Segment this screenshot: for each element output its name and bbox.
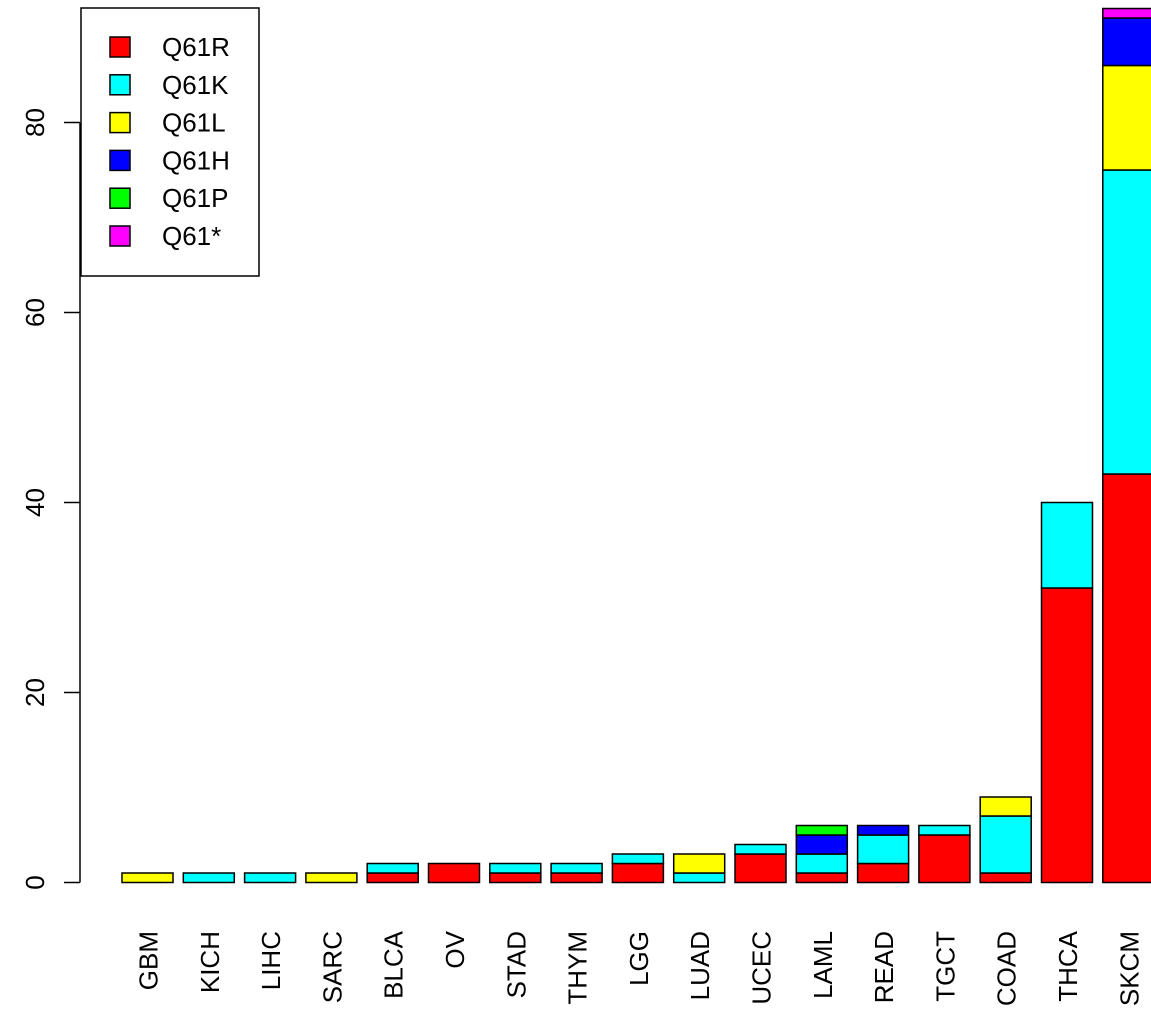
x-category-label: OV (440, 930, 470, 968)
bar-segment-kich-q61k (182, 872, 236, 884)
bar-segment-blca-q61r (366, 872, 419, 884)
x-category-label: LIHC (256, 931, 286, 990)
y-tick-label: 60 (20, 298, 50, 327)
legend-swatch (109, 36, 131, 58)
legend-label: Q61R (162, 32, 230, 62)
bar-segment-thca-q61k (1040, 501, 1094, 589)
legend-swatch (109, 111, 131, 134)
bar-segment-luad-q61l (672, 853, 726, 874)
legend-label: Q61* (162, 221, 221, 251)
x-category-label: TGCT (930, 931, 960, 1002)
y-tick-label: 0 (20, 875, 50, 889)
y-axis: 0 20 40 60 80 (20, 108, 81, 890)
bar-segment-skcm-q61l (1102, 64, 1151, 171)
bar-segment-coad-q61r (979, 872, 1032, 884)
legend-swatch (109, 74, 131, 96)
bar-segment-lihc-q61k (243, 872, 297, 884)
bar-segment-laml-q61r (795, 872, 849, 884)
legend-swatch (109, 149, 131, 172)
x-category-label: THCA (1053, 930, 1083, 1001)
bar-segment-read-q61k (856, 834, 910, 865)
legend-label: Q61H (162, 145, 230, 175)
bar-segment-luad-q61k (672, 872, 726, 884)
bar-segment-skcm-q61star (1102, 7, 1151, 19)
bar-segment-thym-q61r (550, 872, 603, 884)
x-category-label: SARC (317, 931, 347, 1003)
x-category-label: SKCM (1114, 931, 1144, 1006)
bar-segment-lgg-q61r (611, 862, 665, 884)
y-tick-label: 80 (20, 108, 50, 137)
bar-segment-ucec-q61r (734, 853, 787, 884)
x-category-label: READ (869, 931, 899, 1003)
legend: Q61R Q61K Q61L Q61H Q61P Q61* (80, 7, 260, 277)
bars (121, 7, 1151, 884)
legend-swatch (109, 225, 131, 247)
legend-swatch (109, 187, 131, 209)
x-category-label: KICH (195, 931, 225, 993)
x-category-label: BLCA (379, 930, 409, 999)
bar-segment-read-q61r (856, 862, 910, 884)
bar-segment-blca-q61k (366, 862, 419, 874)
bar-segment-laml-q61p (795, 824, 849, 836)
bar-segment-laml-q61k (795, 853, 849, 874)
bar-segment-coad-q61k (979, 815, 1032, 874)
x-category-label: LGG (624, 931, 654, 986)
legend-label: Q61L (162, 108, 226, 138)
x-category-label: THYM (563, 931, 593, 1005)
bar-segment-skcm-q61k (1102, 169, 1151, 475)
bar-segment-thca-q61r (1040, 587, 1094, 884)
bar-segment-tgct-q61k (918, 824, 971, 836)
y-tick-label: 20 (20, 678, 50, 707)
legend-label: Q61K (162, 70, 229, 100)
bar-segment-ov-q61r (427, 862, 481, 884)
x-category-label: UCEC (747, 931, 777, 1005)
bar-segment-lgg-q61k (611, 853, 665, 865)
x-category-label: LUAD (685, 931, 715, 1000)
x-category-label: GBM (134, 931, 164, 990)
x-category-label: LAML (808, 931, 838, 999)
bar-segment-skcm-q61r (1102, 473, 1151, 884)
bar-segment-stad-q61r (489, 872, 542, 884)
x-axis-labels: GBM KICH LIHC SARC BLCA OV STAD THYM LGG LUAD UCEC… (134, 930, 1145, 1006)
bar-segment-skcm-q61h (1102, 17, 1151, 67)
bar-segment-tgct-q61r (918, 834, 971, 884)
bar-segment-thym-q61k (550, 862, 603, 874)
legend-label: Q61P (162, 183, 229, 213)
bar-segment-read-q61h (856, 824, 910, 836)
bar-segment-stad-q61k (489, 862, 542, 874)
x-category-label: STAD (501, 931, 531, 998)
x-category-label: COAD (992, 931, 1022, 1006)
bar-segment-ucec-q61k (734, 843, 787, 855)
y-tick-label: 40 (20, 488, 50, 517)
bar-segment-sarc-q61l (305, 872, 358, 884)
bar-segment-coad-q61l (979, 796, 1032, 817)
bar-segment-laml-q61h (795, 834, 849, 855)
bar-segment-gbm-q61l (121, 872, 174, 884)
